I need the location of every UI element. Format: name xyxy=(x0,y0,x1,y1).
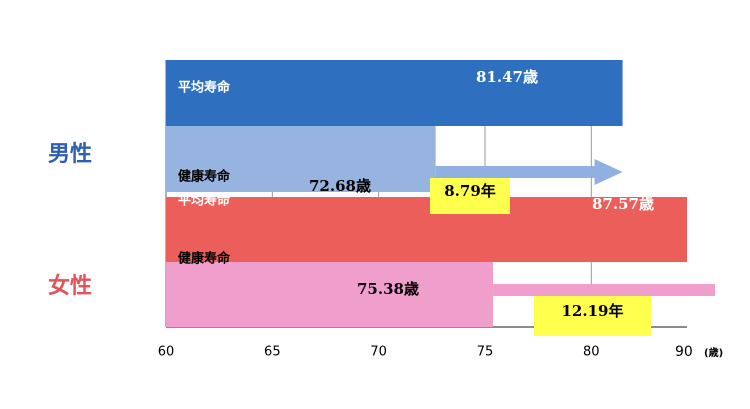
value-label: 72.68歳 xyxy=(309,177,371,195)
series-name: 平均寿命 xyxy=(178,193,231,209)
arrows xyxy=(435,159,715,296)
gap-label: 12.19年 xyxy=(562,302,624,320)
gap-arrow xyxy=(493,284,715,296)
x-tick-label: 70 xyxy=(370,345,387,360)
bar xyxy=(166,126,436,192)
group-label: 女性 xyxy=(48,273,92,299)
gap-arrow xyxy=(435,159,623,185)
x-tick-label: 60 xyxy=(158,345,175,360)
x-tick-label: 65 xyxy=(264,345,281,360)
x-tick-label: 80 xyxy=(583,345,600,360)
series-name: 健康寿命 xyxy=(178,251,231,267)
x-tick-label: 75 xyxy=(477,345,494,360)
gap-box xyxy=(430,178,510,214)
x-unit: (歳) xyxy=(704,346,723,359)
group-label: 男性 xyxy=(48,141,92,167)
bar xyxy=(166,60,623,126)
bar xyxy=(166,262,494,327)
value-label: 87.57歳 xyxy=(592,195,654,213)
series-name: 平均寿命 xyxy=(178,80,231,96)
value-label: 75.38歳 xyxy=(357,280,419,298)
bars xyxy=(166,60,687,327)
value-label: 81.47歳 xyxy=(476,68,538,86)
x-end-label: 90 xyxy=(675,344,693,360)
bar xyxy=(166,197,687,262)
series-name: 健康寿命 xyxy=(178,169,231,185)
gap-label: 8.79年 xyxy=(444,182,496,200)
gap-box xyxy=(534,296,651,336)
